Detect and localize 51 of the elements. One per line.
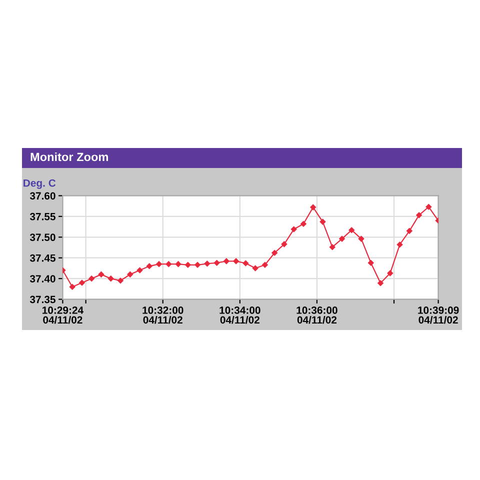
y-tick-label: 37.45 bbox=[30, 254, 56, 262]
point bbox=[108, 276, 114, 282]
point bbox=[416, 212, 422, 218]
point bbox=[146, 263, 152, 270]
point bbox=[406, 228, 412, 234]
y-tick-label: 37.60 bbox=[30, 192, 56, 200]
point bbox=[330, 244, 336, 250]
point bbox=[214, 260, 220, 266]
y-axis-title: Deg. C bbox=[24, 179, 56, 189]
point bbox=[194, 262, 200, 268]
point bbox=[175, 261, 182, 267]
point bbox=[310, 204, 316, 210]
chart-title: Monitor Zoom bbox=[30, 152, 108, 162]
point bbox=[290, 226, 297, 232]
point bbox=[387, 270, 393, 276]
point bbox=[204, 260, 210, 267]
point bbox=[118, 278, 124, 284]
point bbox=[156, 261, 162, 267]
point bbox=[378, 280, 384, 286]
x-tick-label: 10:29:24 04/11/02 bbox=[42, 306, 84, 324]
point bbox=[320, 218, 326, 225]
x-tick-label: 10:36:00 04/11/02 bbox=[296, 306, 338, 324]
point bbox=[262, 262, 268, 268]
point bbox=[166, 261, 172, 267]
point bbox=[368, 260, 374, 266]
y-tick-label: 37.50 bbox=[30, 234, 56, 242]
x-tick-label: 10:39:09 04/11/02 bbox=[418, 306, 459, 324]
point bbox=[396, 242, 403, 248]
point bbox=[136, 267, 143, 274]
x-tick-label: 10:32:00 04/11/02 bbox=[142, 306, 184, 324]
point bbox=[79, 280, 85, 286]
point bbox=[224, 258, 230, 264]
point bbox=[98, 272, 104, 278]
point bbox=[242, 260, 249, 266]
point bbox=[127, 272, 133, 278]
point bbox=[358, 236, 364, 242]
point bbox=[300, 221, 306, 227]
point bbox=[281, 241, 288, 248]
point bbox=[348, 227, 354, 233]
y-tick-label: 37.55 bbox=[30, 212, 56, 220]
point bbox=[233, 258, 239, 264]
point bbox=[252, 265, 258, 272]
point bbox=[339, 236, 345, 242]
y-tick-label: 37.35 bbox=[30, 296, 56, 304]
point bbox=[88, 276, 94, 282]
point bbox=[272, 250, 278, 256]
y-tick-label: 37.40 bbox=[30, 275, 56, 282]
point bbox=[185, 262, 191, 268]
point bbox=[69, 284, 76, 290]
point bbox=[426, 204, 432, 210]
x-tick-label: 10:34:00 04/11/02 bbox=[220, 306, 260, 324]
